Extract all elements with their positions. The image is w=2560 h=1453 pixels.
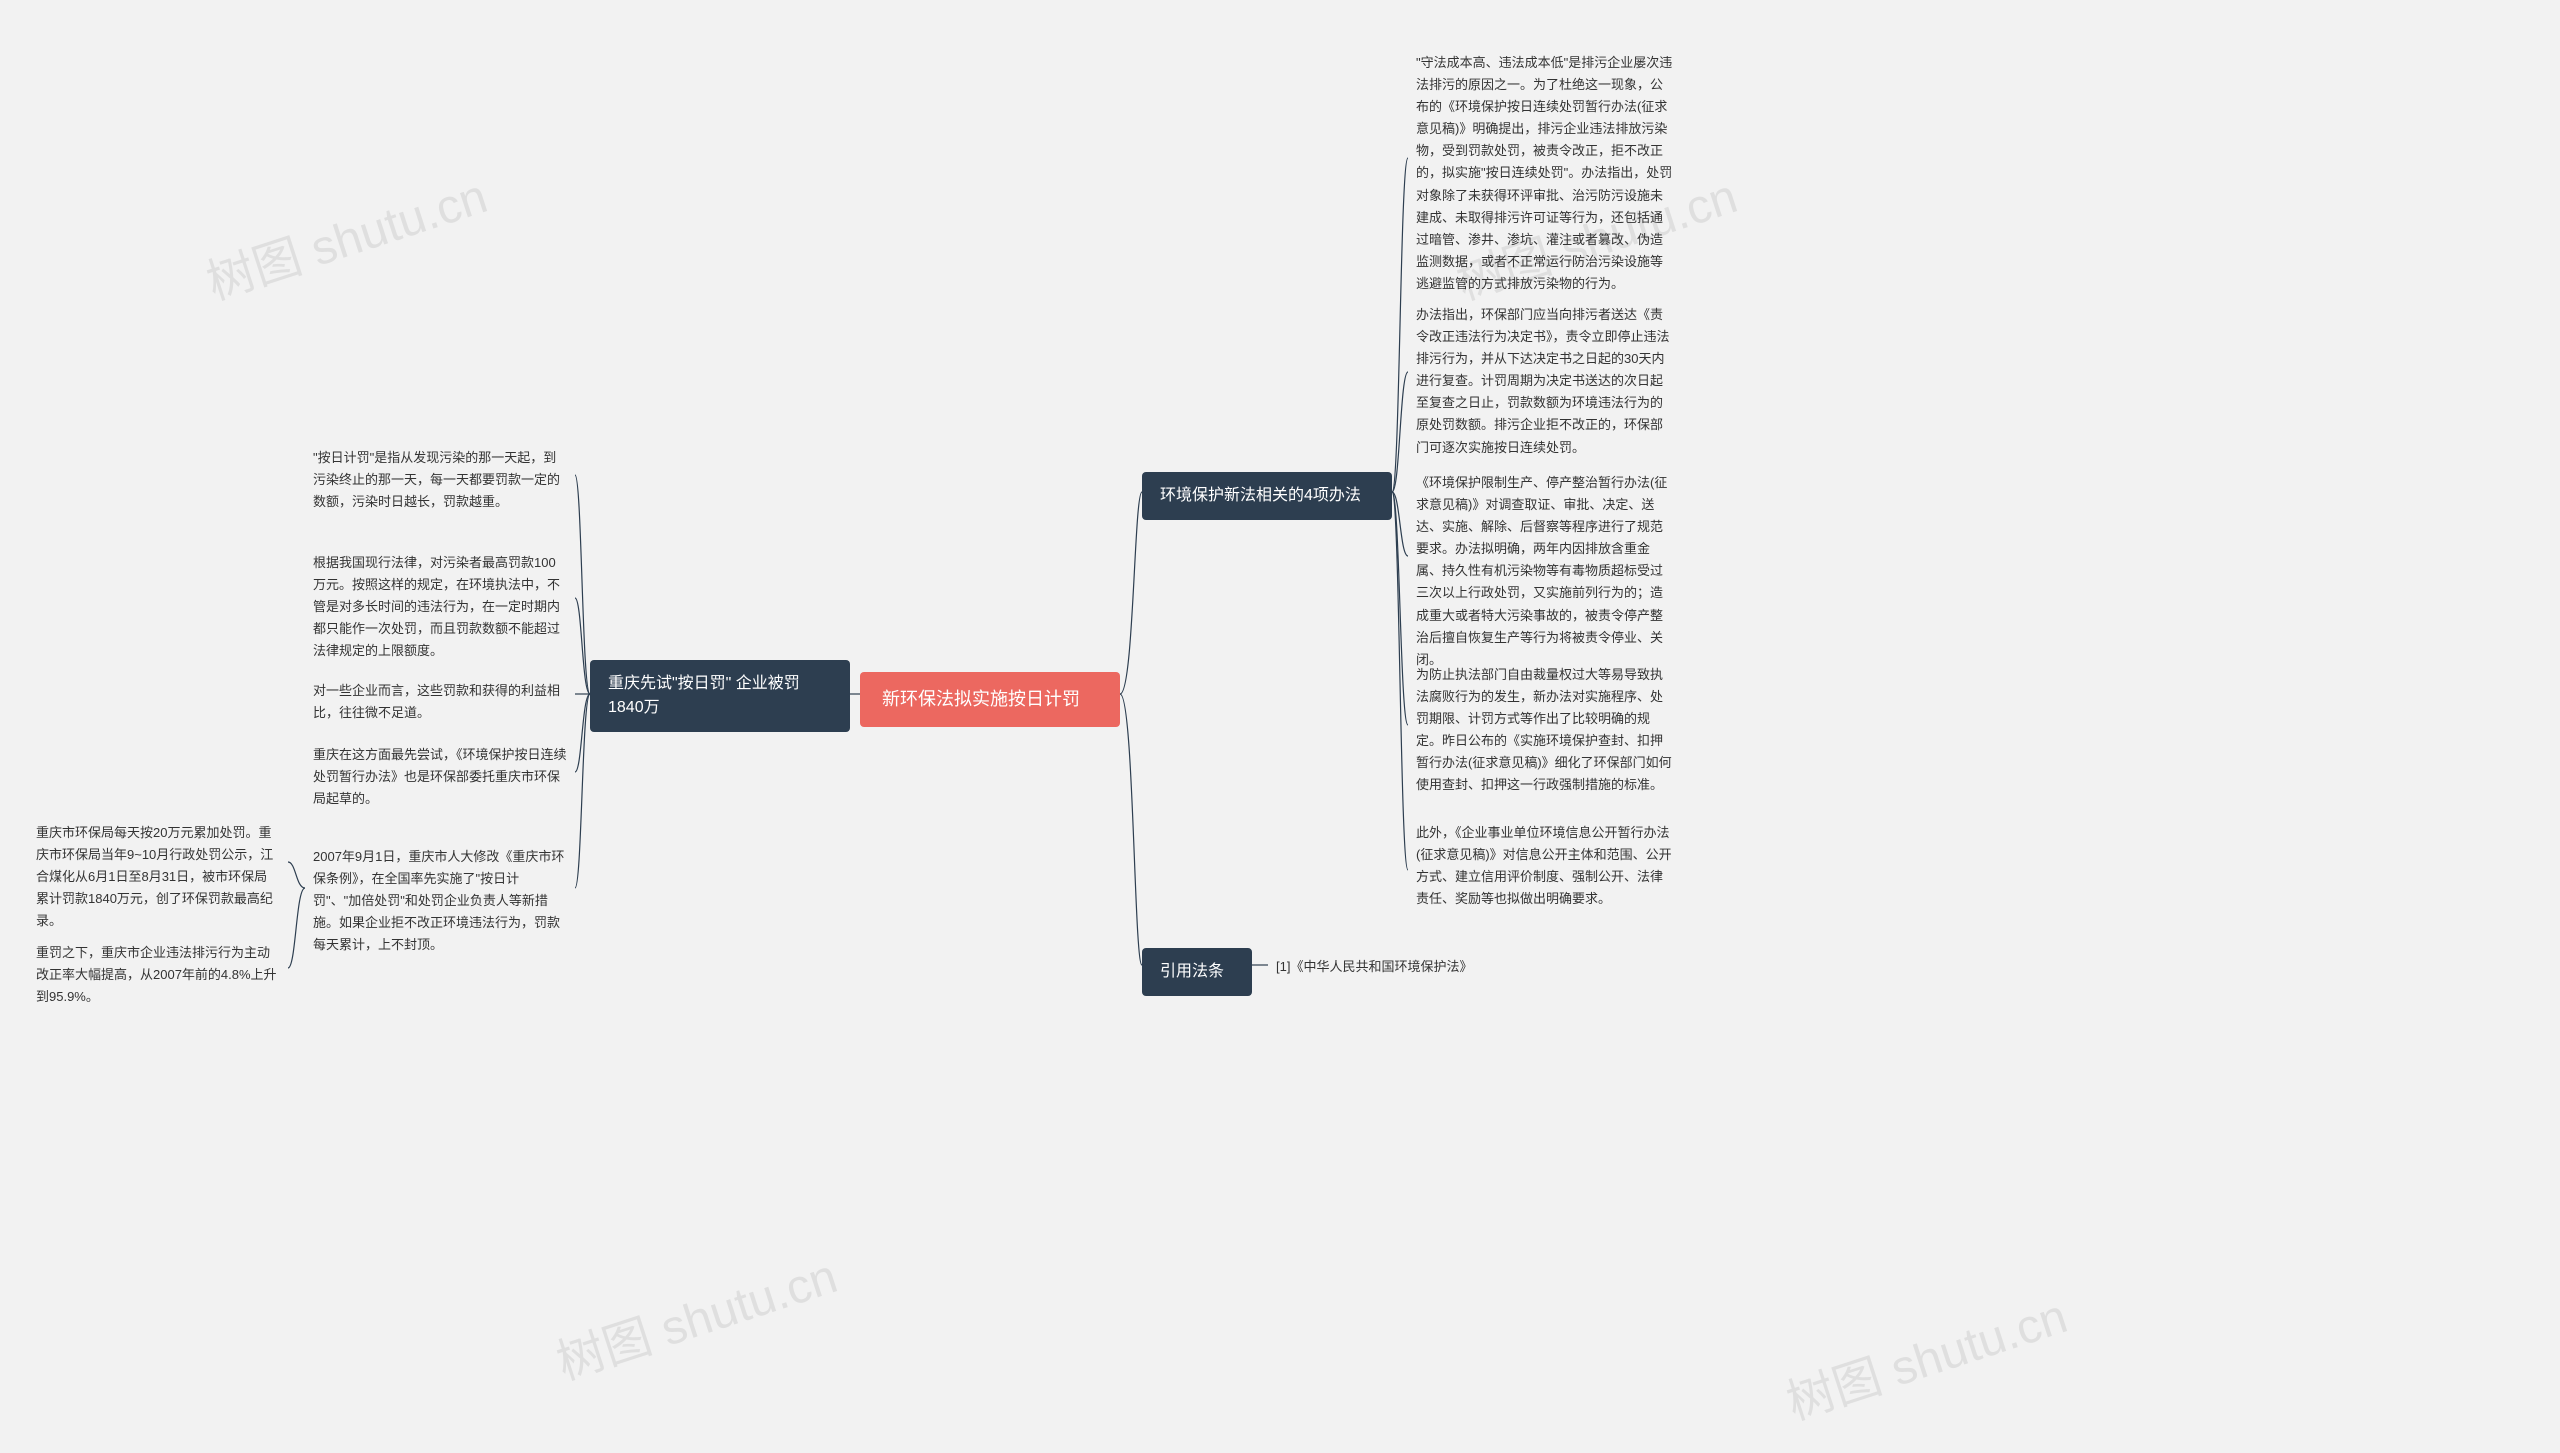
leaf-node: "守法成本高、违法成本低"是排污企业屡次违法排污的原因之一。为了杜绝这一现象，公… <box>1408 48 1683 299</box>
leaf-node: 为防止执法部门自由裁量权过大等易导致执法腐败行为的发生，新办法对实施程序、处罚期… <box>1408 660 1683 801</box>
branch-chongqing[interactable]: 重庆先试"按日罚" 企业被罚1840万 <box>590 660 850 732</box>
leaf-node: 此外，《企业事业单位环境信息公开暂行办法(征求意见稿)》对信息公开主体和范围、公… <box>1408 818 1683 914</box>
leaf-node: 《环境保护限制生产、停产整治暂行办法(征求意见稿)》对调查取证、审批、决定、送达… <box>1408 468 1683 675</box>
watermark: 树图 shutu.cn <box>546 1237 844 1393</box>
branch-cited-law[interactable]: 引用法条 <box>1142 948 1252 996</box>
leaf-node: 对一些企业而言，这些罚款和获得的利益相比，往往微不足道。 <box>305 676 575 728</box>
leaf-node: 重罚之下，重庆市企业违法排污行为主动改正率大幅提高，从2007年前的4.8%上升… <box>28 938 288 1012</box>
leaf-node: 重庆在这方面最先尝试，《环境保护按日连续处罚暂行办法》也是环保部委托重庆市环保局… <box>305 740 575 814</box>
leaf-node: 重庆市环保局每天按20万元累加处罚。重庆市环保局当年9~10月行政处罚公示，江合… <box>28 818 288 936</box>
root-node[interactable]: 新环保法拟实施按日计罚 <box>860 672 1120 727</box>
leaf-node: 办法指出，环保部门应当向排污者送达《责令改正违法行为决定书》，责令立即停止违法排… <box>1408 300 1683 463</box>
leaf-node: 2007年9月1日，重庆市人大修改《重庆市环保条例》，在全国率先实施了"按日计罚… <box>305 842 575 960</box>
leaf-node: 根据我国现行法律，对污染者最高罚款100万元。按照这样的规定，在环境执法中，不管… <box>305 548 575 666</box>
leaf-node: "按日计罚"是指从发现污染的那一天起，到污染终止的那一天，每一天都要罚款一定的数… <box>305 443 575 517</box>
branch-4-methods[interactable]: 环境保护新法相关的4项办法 <box>1142 472 1392 520</box>
leaf-node: [1]《中华人民共和国环境保护法》 <box>1268 952 1498 982</box>
watermark: 树图 shutu.cn <box>1776 1277 2074 1433</box>
watermark: 树图 shutu.cn <box>196 157 494 313</box>
